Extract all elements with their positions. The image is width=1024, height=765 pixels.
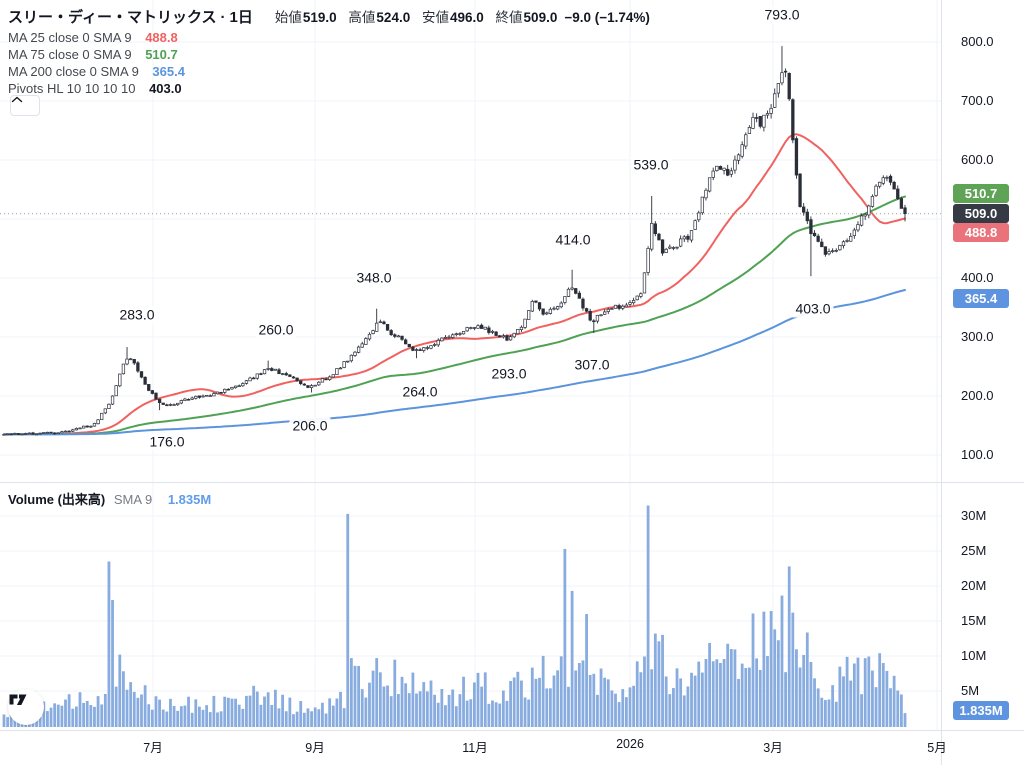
low-label: 安値 [421,10,449,25]
volume-axis-label: 25M [961,543,987,558]
gridlines [0,0,941,731]
time-axis-label: 11月 [462,741,488,755]
collapse-indicators-button[interactable] [10,95,40,116]
chart-header: スリー・ディー・マトリックス · 1日 始値519.0 高値524.0 安値49… [8,6,650,27]
price-axis-label: 700.0 [961,93,994,108]
price-badge: 365.4 [953,288,1009,308]
volume-axis-label: 20M [961,578,987,593]
pivot-label: 307.0 [571,356,613,374]
time-axis-label: 7月 [143,741,163,755]
time-axis-label: 2026 [616,737,644,751]
high-value: 524.0 [376,10,411,25]
ma-200-line [3,289,906,436]
volume-axis-label: 10M [961,648,987,663]
volume-series [2,505,907,727]
pivot-label: 348.0 [353,269,395,287]
price-axis-label: 100.0 [961,447,994,462]
time-axis-label: 3月 [763,741,783,755]
time-axis-label: 9月 [305,741,325,755]
symbol-title[interactable]: スリー・ディー・マトリックス [8,9,217,26]
open-value: 519.0 [302,10,337,25]
time-axis-label: 5月 [927,741,947,755]
volume-axis-label: 15M [961,613,987,628]
price-badge: 510.7 [953,183,1009,203]
pivot-label: 176.0 [146,433,188,451]
pivot-label: 539.0 [630,156,672,174]
tradingview-logo[interactable] [8,689,44,725]
price-axis-label: 400.0 [961,270,994,285]
change-value: −9.0 (−1.74%) [564,10,650,25]
ma-25-line [3,133,906,436]
pivot-label: 293.0 [488,365,530,383]
pivot-label: 283.0 [116,306,158,324]
pivot-label: 414.0 [552,231,594,249]
legend-row-pivots: Pivots HL 10 10 10 10 403.0 [8,81,182,96]
candlestick-series [2,46,907,436]
pivot-label: 260.0 [255,321,297,339]
pivot-label: 206.0 [289,417,331,435]
pivot-label: 264.0 [399,383,441,401]
title-separator: · [220,9,226,26]
ohlc-values: 始値519.0 高値524.0 安値496.0 終値509.0 [267,6,557,26]
price-axis-label: 600.0 [961,152,994,167]
chevron-up-icon [11,96,23,103]
legend-row-ma75: MA 75 close 0 SMA 9 510.7 [8,47,178,62]
price-axis-label: 300.0 [961,329,994,344]
tradingview-logo-glyph [9,694,27,705]
legend-row-ma25: MA 25 close 0 SMA 9 488.8 [8,30,178,45]
volume-axis-label: 30M [961,508,987,523]
pivot-label: 793.0 [761,6,803,24]
close-label: 終値 [495,10,523,25]
close-value: 509.0 [523,10,558,25]
volume-legend: Volume (出来高) SMA 9 1.835M [8,492,212,507]
pivot-label: 403.0 [792,300,834,318]
ma-75-line [3,195,906,436]
price-badge: 509.0 [953,204,1009,224]
volume-badge: 1.835M [953,700,1009,720]
open-label: 始値 [274,10,302,25]
price-axis-label: 800.0 [961,34,994,49]
price-axis-label: 200.0 [961,388,994,403]
interval-label[interactable]: 1日 [229,9,253,26]
low-value: 496.0 [449,10,484,25]
legend-row-ma200: MA 200 close 0 SMA 9 365.4 [8,64,185,79]
high-label: 高値 [348,10,376,25]
indicator-legend: MA 25 close 0 SMA 9 488.8 MA 75 close 0 … [8,29,185,97]
price-badge: 488.8 [953,223,1009,242]
volume-axis-label: 5M [961,683,980,698]
